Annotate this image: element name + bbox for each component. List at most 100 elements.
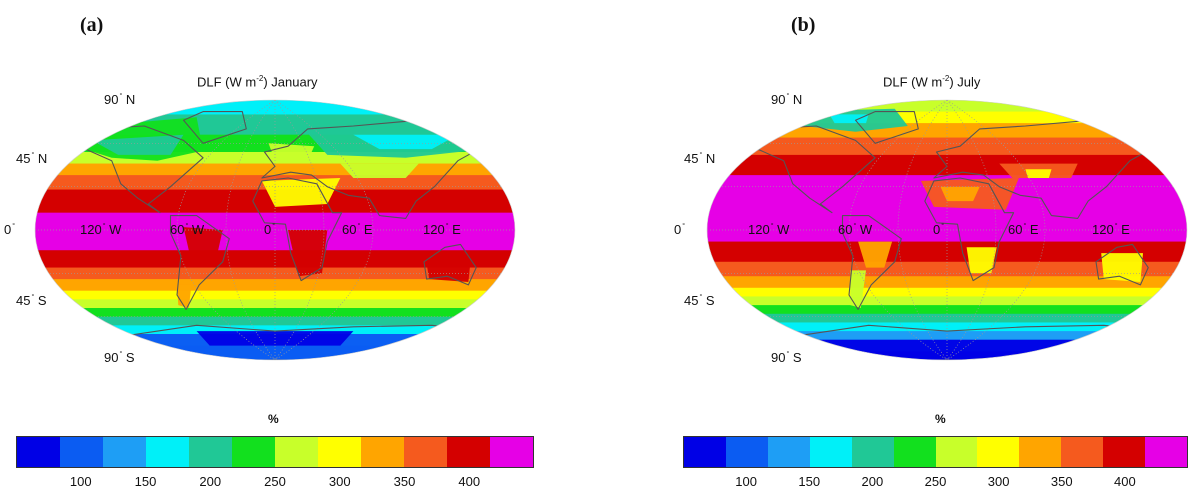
coastline: [854, 111, 919, 144]
lat-band: [707, 241, 1187, 263]
map-title: DLF (W m-2) January: [197, 74, 318, 90]
colorbar-tick-label: 100: [735, 474, 757, 489]
lat-label-0: 0°: [674, 222, 686, 237]
colorbar-tick-label: 300: [328, 474, 351, 489]
colorbar-swatch: [232, 437, 275, 467]
temperature-region: [966, 247, 997, 274]
colorbar-title: %: [268, 412, 279, 426]
lon-label-0: 0°: [264, 222, 276, 237]
world-map-january: [34, 99, 516, 361]
colorbar-swatch: [404, 437, 447, 467]
coastlines: [39, 111, 511, 360]
temperature-region: [1101, 253, 1143, 282]
lon-label-0: 0°: [933, 222, 945, 237]
lat-label-45s: 45° S: [684, 293, 715, 308]
colorbar-tick-label: 100: [69, 474, 92, 489]
colorbar-tick-label: 400: [458, 474, 481, 489]
coastline: [39, 324, 511, 360]
colorbar-swatch: [684, 437, 726, 467]
lat-band: [35, 308, 515, 318]
temperature-region: [425, 256, 471, 282]
lon-label-120e: 120° E: [423, 222, 461, 237]
lon-label-60e: 60° E: [1008, 222, 1039, 237]
map-panel-january: (a) DLF (W m-2) January 90° N 45° N 0° 4…: [0, 0, 595, 489]
coastline: [924, 177, 1015, 282]
temperature-region: [353, 134, 458, 150]
coastline: [933, 119, 1177, 219]
colorbar-swatch: [767, 437, 810, 467]
colorbar-swatch: [146, 437, 189, 467]
temperature-region: [1025, 169, 1052, 178]
map-title: DLF (W m-2) July: [883, 74, 981, 90]
colorbar-swatch: [103, 437, 146, 467]
panel-label: (b): [791, 14, 816, 36]
lon-label-60e: 60° E: [342, 222, 373, 237]
colorbar-swatch: [60, 437, 103, 467]
coastline: [1095, 243, 1149, 286]
colorbar-swatch: [1103, 437, 1146, 467]
lat-band: [707, 313, 1187, 323]
coastline: [423, 243, 477, 286]
colorbar: [683, 436, 1188, 468]
colorbar-swatch: [893, 437, 936, 467]
map-panel-july: (b) DLF (W m-2) July 90° N 45° N 0° 45° …: [595, 0, 1190, 489]
map-fill: [35, 100, 515, 360]
colorbar-tick-label: 250: [924, 474, 947, 489]
colorbar-swatch: [935, 437, 978, 467]
lon-label-120w: 120° W: [748, 222, 790, 237]
coastline: [730, 125, 876, 214]
colorbar-tick-label: 150: [134, 474, 157, 489]
lat-band: [35, 299, 515, 309]
colorbar-swatch: [189, 437, 232, 467]
temperature-region: [268, 143, 315, 161]
colorbar-tick-label: 250: [264, 474, 286, 489]
colorbar-swatch: [851, 437, 894, 467]
temperature-region: [829, 114, 869, 124]
colorbar-swatch: [977, 437, 1020, 467]
temperature-region: [196, 331, 354, 346]
lat-label-90s: 90° S: [771, 350, 802, 365]
coastline: [711, 324, 1183, 360]
colorbar-swatch: [318, 437, 361, 467]
coastline: [261, 119, 505, 219]
colorbar-swatch: [447, 437, 490, 467]
panel-label: (a): [80, 14, 104, 36]
lat-band: [707, 305, 1187, 315]
colorbar-swatch: [1061, 437, 1104, 467]
colorbar: [16, 436, 534, 468]
colorbar-title: %: [935, 412, 946, 426]
coastlines: [711, 111, 1183, 360]
colorbar-tick-label: 400: [1114, 474, 1136, 489]
temperature-region: [850, 270, 866, 308]
coastline: [169, 215, 230, 310]
lat-label-45n: 45° N: [684, 151, 716, 166]
lon-label-60w: 60° W: [170, 222, 205, 237]
lon-label-60w: 60° W: [838, 222, 873, 237]
colorbar-swatch: [1145, 437, 1188, 467]
temperature-region: [92, 134, 184, 155]
lon-label-120e: 120° E: [1092, 222, 1130, 237]
colorbar-tick-label: 300: [987, 474, 1010, 489]
temperature-region: [183, 227, 223, 259]
lat-band: [707, 276, 1187, 289]
temperature-region: [940, 186, 980, 202]
temperature-region: [858, 241, 893, 268]
colorbar-swatch: [725, 437, 768, 467]
colorbar-swatch: [17, 437, 60, 467]
lat-label-90n: 90° N: [104, 92, 136, 107]
lat-band: [35, 279, 515, 292]
colorbar-swatch: [809, 437, 852, 467]
temperature-region: [177, 284, 192, 308]
lat-band: [707, 137, 1187, 156]
lat-label-90n: 90° N: [771, 92, 803, 107]
colorbar-tick-label: 350: [393, 474, 416, 489]
map-boundary: [34, 99, 516, 361]
coastline: [58, 125, 204, 214]
lat-band: [707, 331, 1187, 341]
temperature-region: [340, 163, 419, 178]
coastline: [182, 111, 247, 144]
temperature-region: [261, 178, 341, 207]
colorbar-swatch: [275, 437, 318, 467]
lat-label-45n: 45° N: [16, 151, 48, 166]
colorbar-swatch: [361, 437, 404, 467]
